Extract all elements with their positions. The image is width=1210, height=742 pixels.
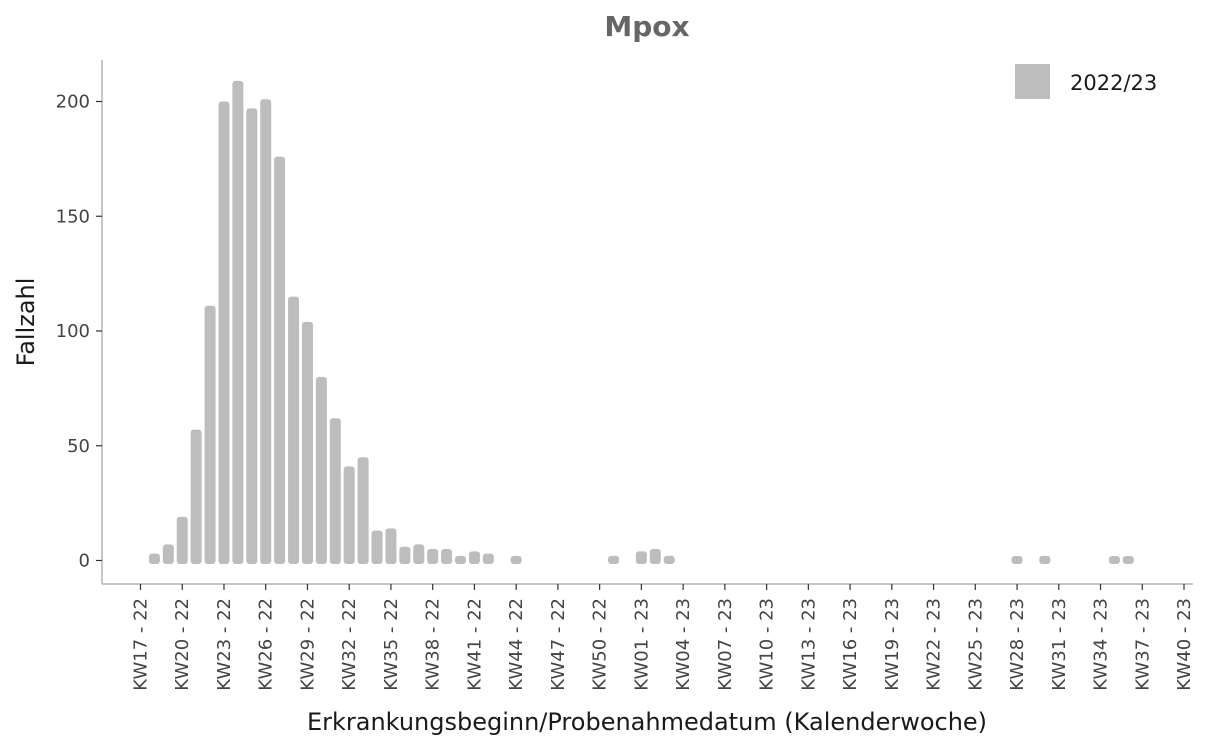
bar-kw38-22 <box>427 549 439 564</box>
bar-kw25-22 <box>246 108 258 564</box>
chart-title: Mpox <box>604 10 689 43</box>
x-tick-label: KW34 - 23 <box>1091 598 1112 691</box>
x-tick-label: KW22 - 23 <box>924 598 945 691</box>
x-tick-label: KW10 - 23 <box>757 598 778 691</box>
bar-kw01-23 <box>635 551 647 564</box>
y-tick-label: 200 <box>56 92 90 113</box>
x-tick-label: KW16 - 23 <box>840 598 861 691</box>
x-tick-label: KW28 - 23 <box>1007 598 1028 691</box>
y-tick-label: 50 <box>67 436 90 457</box>
x-tick-label: KW07 - 23 <box>715 598 736 691</box>
bar-kw32-22 <box>343 466 355 564</box>
x-tick-label: KW17 - 22 <box>131 598 152 691</box>
y-tick-label: 100 <box>56 321 90 342</box>
x-tick-label: KW20 - 22 <box>172 598 193 691</box>
x-tick-label: KW37 - 23 <box>1132 598 1153 691</box>
bar-kw20-22 <box>176 516 188 564</box>
bar-kw24-22 <box>232 80 244 564</box>
bar-kw18-22 <box>148 553 160 564</box>
x-tick-label: KW41 - 22 <box>464 598 485 691</box>
bar-kw40-22 <box>455 555 467 564</box>
x-tick-label: KW47 - 22 <box>548 598 569 691</box>
bar-kw26-22 <box>260 99 272 564</box>
legend-label: 2022/23 <box>1070 71 1157 95</box>
y-axis-label: Fallzahl <box>12 278 40 367</box>
bar-kw41-22 <box>468 551 480 564</box>
x-tick-label: KW50 - 22 <box>590 598 611 691</box>
x-tick-label: KW13 - 23 <box>798 598 819 691</box>
bar-kw35-23 <box>1108 556 1120 564</box>
bar-kw02-23 <box>649 549 661 564</box>
bar-kw37-22 <box>413 544 425 564</box>
y-ticks: 0 50 100 150 200 <box>56 92 102 572</box>
bar-kw29-22 <box>301 321 313 564</box>
bar-kw51-22 <box>608 555 620 564</box>
x-tick-label: KW31 - 23 <box>1049 598 1070 691</box>
bar-kw22-22 <box>204 305 216 564</box>
x-tick-label: KW04 - 23 <box>673 598 694 691</box>
bar-kw30-23 <box>1039 555 1051 564</box>
bar-kw42-22 <box>482 553 494 564</box>
y-tick-label: 150 <box>56 206 90 227</box>
legend-swatch <box>1015 64 1050 99</box>
bar-kw21-22 <box>190 429 202 564</box>
x-axis-label: Erkrankungsbeginn/Probenahmedatum (Kalen… <box>307 708 987 736</box>
bar-kw19-22 <box>162 544 174 564</box>
x-tick-label: KW29 - 22 <box>297 598 318 691</box>
y-tick-label: 0 <box>79 551 90 572</box>
x-tick-label: KW40 - 23 <box>1174 598 1195 691</box>
bar-kw36-22 <box>399 546 411 564</box>
bar-kw03-23 <box>663 555 675 564</box>
bar-kw34-22 <box>371 530 383 564</box>
x-tick-label: KW23 - 22 <box>214 598 235 691</box>
x-ticks: KW17 - 22 KW20 - 22 KW23 - 22 KW26 - 22 KW29… <box>131 584 1195 691</box>
bar-kw35-22 <box>385 528 397 564</box>
x-tick-label: KW26 - 22 <box>256 598 277 691</box>
x-tick-label: KW44 - 22 <box>506 598 527 691</box>
x-tick-label: KW25 - 23 <box>965 598 986 691</box>
bar-kw31-22 <box>329 418 341 564</box>
legend: 2022/23 <box>1015 64 1157 99</box>
x-tick-label: KW19 - 23 <box>882 598 903 691</box>
x-tick-label: KW32 - 22 <box>339 598 360 691</box>
x-tick-label: KW38 - 22 <box>423 598 444 691</box>
bar-kw23-22 <box>218 101 230 564</box>
bar-kw27-22 <box>274 156 286 564</box>
x-tick-label: KW35 - 22 <box>381 598 402 691</box>
bar-kw28-23 <box>1011 556 1023 564</box>
x-tick-label: KW01 - 23 <box>631 598 652 691</box>
bar-kw44-22 <box>510 555 522 564</box>
bars <box>148 80 1134 564</box>
bar-kw30-22 <box>315 376 327 564</box>
bar-kw36-23 <box>1122 556 1134 564</box>
bar-kw28-22 <box>288 296 300 564</box>
bar-kw33-22 <box>357 457 369 564</box>
bar-kw39-22 <box>441 549 453 564</box>
